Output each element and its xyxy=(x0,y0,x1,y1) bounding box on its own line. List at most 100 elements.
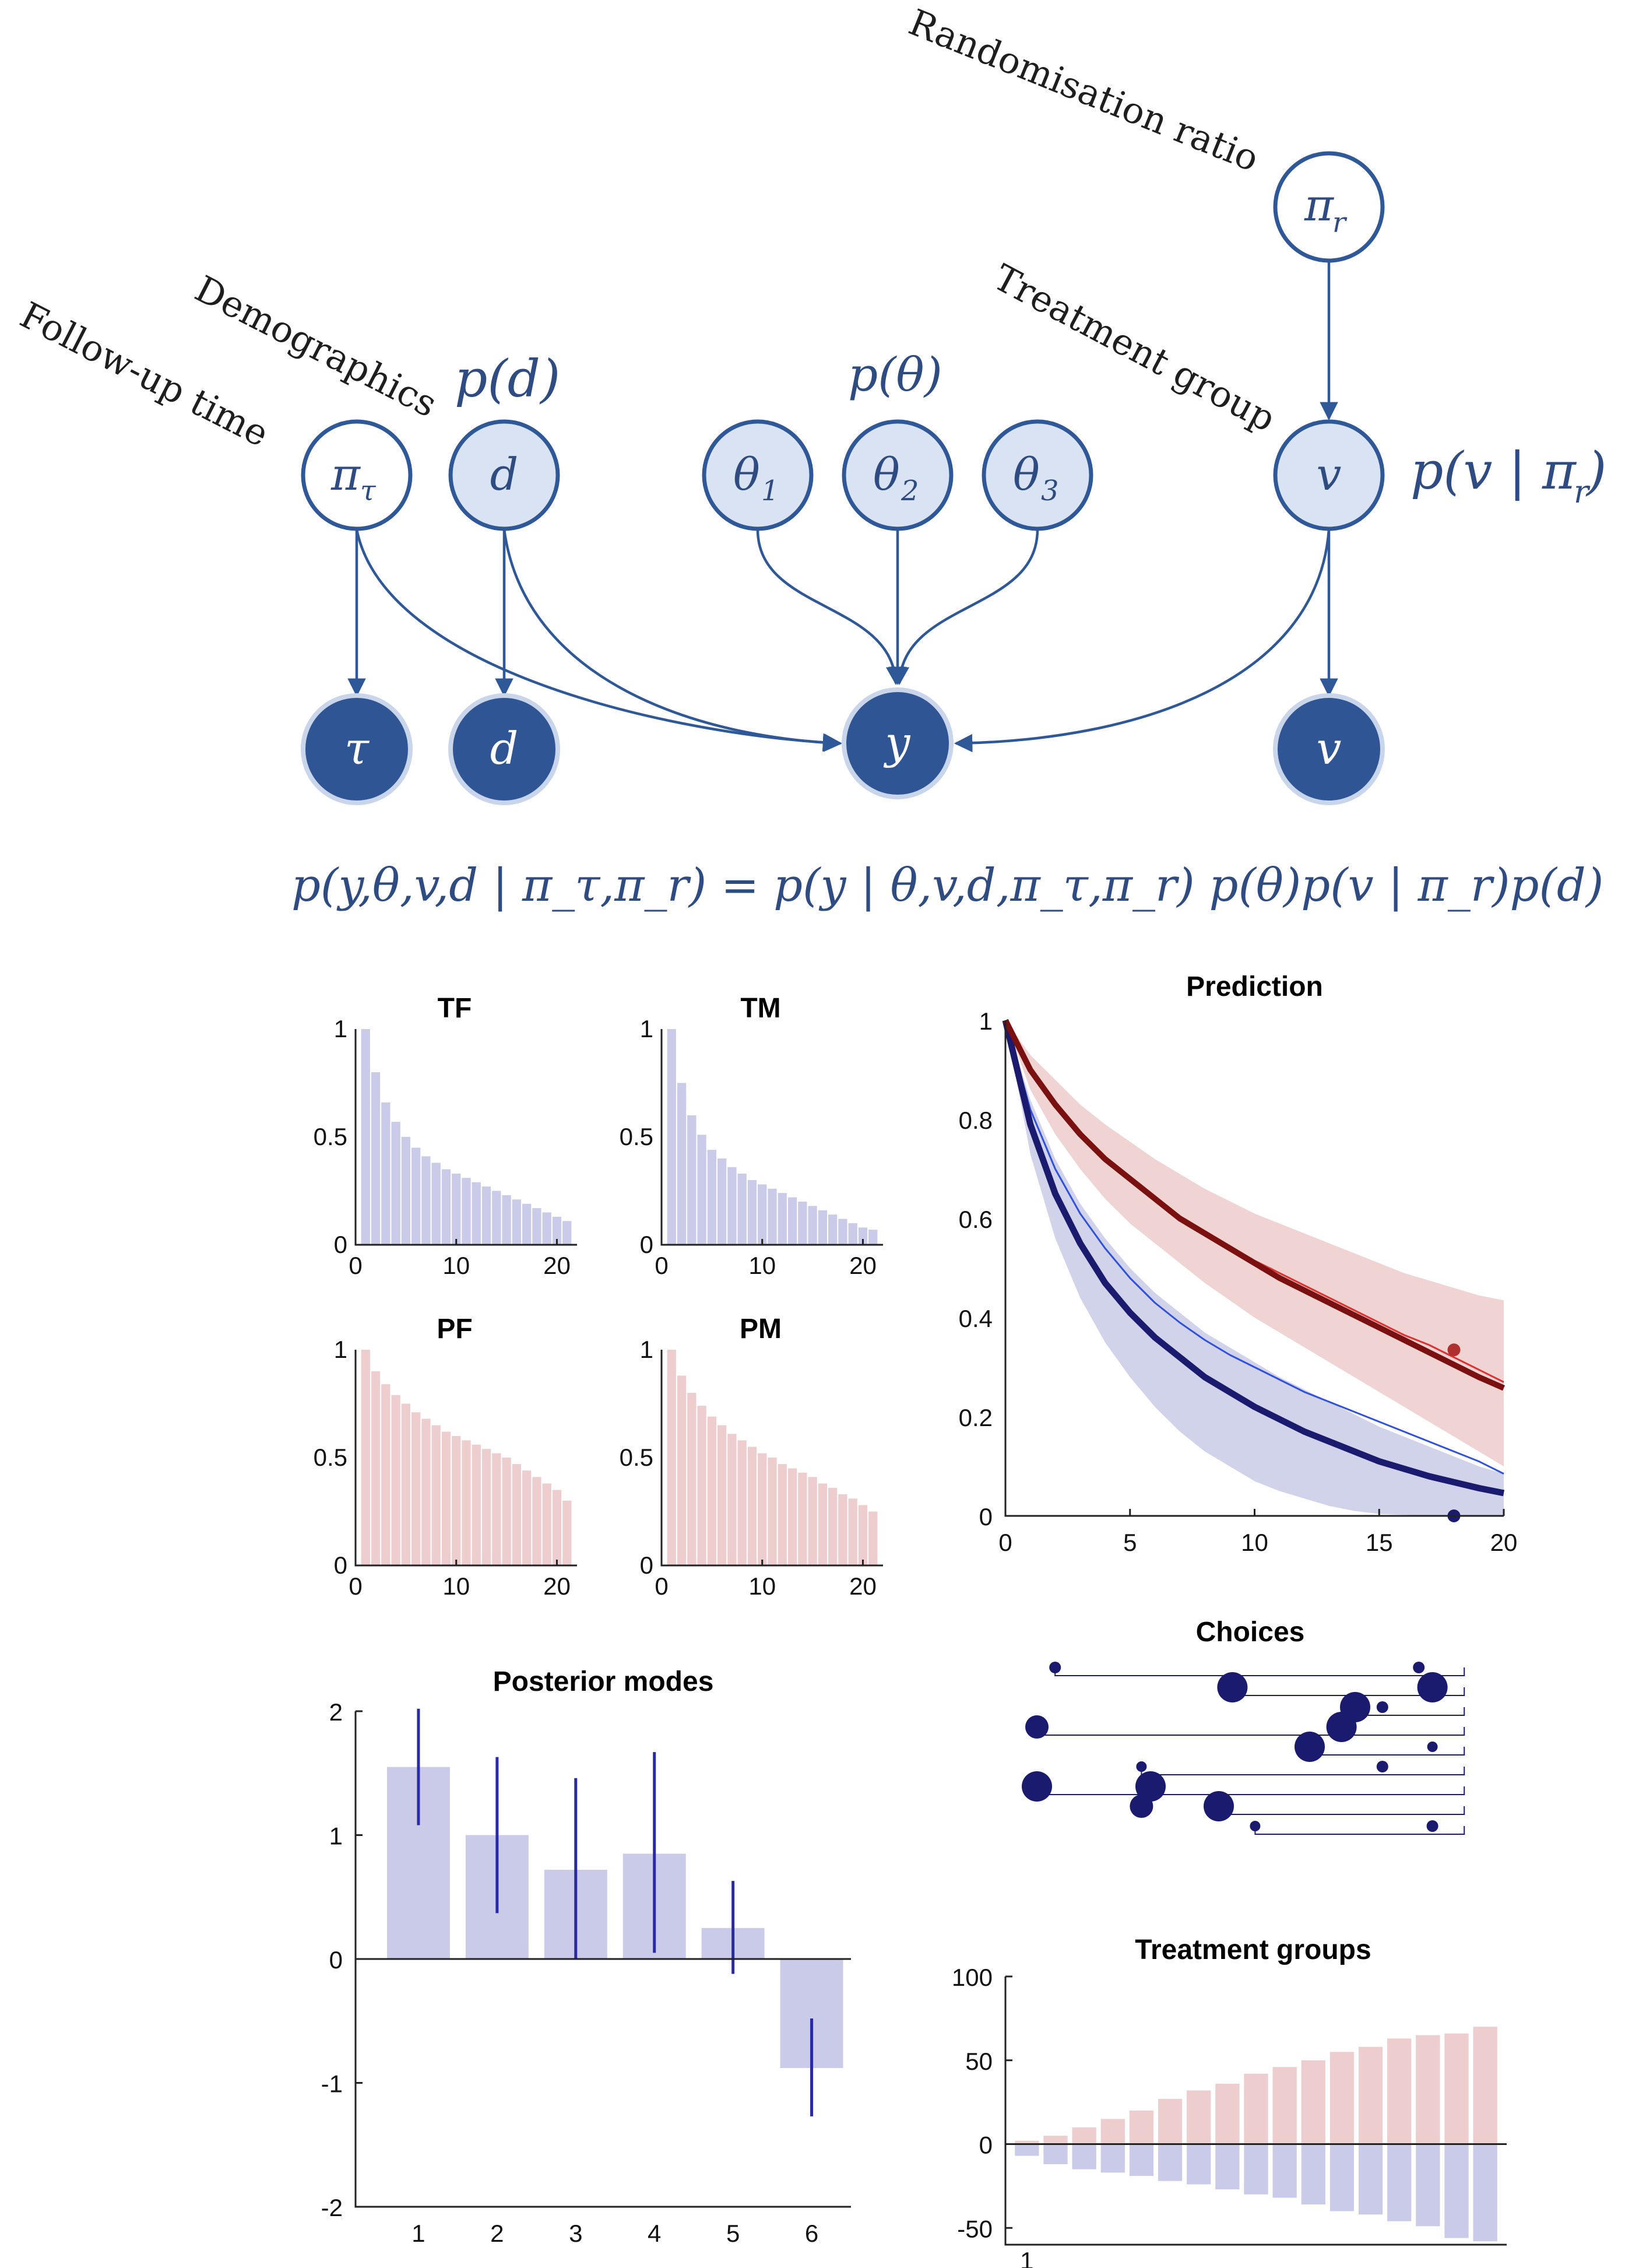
prior-p-theta: p(θ) xyxy=(848,347,942,402)
bar xyxy=(798,1472,807,1565)
negative-bar xyxy=(1473,2144,1497,2242)
choice-dot xyxy=(1136,1761,1147,1772)
x-tick-label: 0 xyxy=(655,1572,668,1600)
edge-theta1-y xyxy=(756,529,905,686)
choice-dot xyxy=(1217,1672,1248,1702)
bar xyxy=(492,1453,501,1565)
bar xyxy=(542,1483,551,1565)
bar xyxy=(532,1477,541,1565)
svg-text:d: d xyxy=(490,722,519,774)
bar xyxy=(838,1219,847,1245)
svg-text:τ: τ xyxy=(344,722,370,774)
svg-text:π: π xyxy=(1304,179,1335,231)
bar xyxy=(707,1150,716,1245)
bar xyxy=(868,1511,878,1565)
svg-text:θ: θ xyxy=(873,448,900,500)
svg-text:1: 1 xyxy=(761,475,779,507)
bar xyxy=(481,1186,491,1245)
bar xyxy=(737,1440,747,1565)
bar xyxy=(808,1477,817,1565)
positive-bar xyxy=(1416,2035,1440,2144)
chart-title: PF xyxy=(437,1314,472,1344)
y-tick-label: -1 xyxy=(321,2070,343,2098)
graphical-model: Randomisation ratio Treatment group Demo… xyxy=(13,1,1606,912)
positive-bar xyxy=(1301,2060,1325,2144)
bar xyxy=(371,1072,381,1245)
x-tick-label: 0 xyxy=(349,1572,362,1600)
negative-bar xyxy=(1129,2144,1154,2176)
y-tick-label: 1 xyxy=(334,1336,347,1363)
bar xyxy=(441,1431,451,1565)
negative-bar xyxy=(1100,2144,1125,2173)
marker xyxy=(1447,1343,1461,1357)
blue-thin-line xyxy=(1004,1020,1504,1475)
y-tick-label: 1 xyxy=(640,1336,653,1363)
choice-dot xyxy=(1022,1771,1052,1802)
x-tick-label: 6 xyxy=(805,2220,818,2247)
bar xyxy=(492,1191,501,1245)
bar xyxy=(381,1384,391,1565)
y-tick-label: 0 xyxy=(640,1231,653,1258)
choice-dot xyxy=(1130,1795,1153,1818)
bar xyxy=(512,1464,521,1565)
chart-title: TM xyxy=(740,993,780,1024)
choice-connector xyxy=(1036,1786,1465,1795)
y-tick-label: 0 xyxy=(329,1946,343,1974)
y-tick-label: 50 xyxy=(965,2048,993,2075)
choice-dot xyxy=(1204,1791,1234,1821)
bar xyxy=(522,1470,532,1565)
x-tick-label: 5 xyxy=(1123,1529,1137,1556)
treatment-group-label: Treatment group xyxy=(987,256,1282,440)
bar xyxy=(441,1169,451,1245)
bar xyxy=(798,1202,807,1245)
bar xyxy=(717,1158,727,1245)
x-tick-label: 3 xyxy=(569,2220,582,2247)
chart-posterior-modes: 1 2 3 4 5 6 -2 -1 0 1 2 Posterior modes xyxy=(321,1666,851,2247)
choice-dot xyxy=(1413,1662,1425,1673)
bar xyxy=(452,1173,461,1245)
bar xyxy=(542,1212,551,1245)
x-tick-label: 1 xyxy=(411,2220,425,2247)
positive-bar xyxy=(1329,2052,1355,2144)
bar xyxy=(421,1419,431,1565)
y-tick-label: -2 xyxy=(321,2194,343,2221)
positive-bar xyxy=(1244,2073,1268,2144)
y-tick-label: 0 xyxy=(334,1231,347,1258)
node-d: d xyxy=(448,419,560,531)
bar xyxy=(808,1206,817,1245)
chart-title: Treatment groups xyxy=(1135,1935,1371,1965)
bar xyxy=(401,1137,410,1245)
svg-text:2: 2 xyxy=(901,475,919,507)
chart-title: PM xyxy=(740,1314,782,1344)
negative-bar xyxy=(1187,2144,1211,2185)
chart-title: Posterior modes xyxy=(493,1666,714,1697)
svg-text:p(v | π: p(v | π xyxy=(1411,441,1577,501)
bar xyxy=(361,1350,370,1565)
node-theta1: θ 1 xyxy=(702,419,814,531)
choice-connector xyxy=(1036,1727,1465,1736)
negative-bar xyxy=(1043,2144,1068,2164)
choice-dot xyxy=(1427,1742,1438,1752)
bar xyxy=(522,1203,532,1245)
bar xyxy=(472,1182,481,1245)
y-tick-label: 0 xyxy=(334,1551,347,1579)
x-tick-label: 20 xyxy=(849,1572,877,1600)
y-tick-label: 0.5 xyxy=(314,1444,347,1471)
choice-connector xyxy=(1309,1747,1465,1756)
bar xyxy=(787,1197,797,1245)
x-tick-label: 0 xyxy=(349,1252,362,1279)
negative-bar xyxy=(1158,2144,1183,2181)
bar xyxy=(667,1350,676,1565)
bar xyxy=(868,1230,878,1245)
negative-bar xyxy=(1272,2144,1297,2198)
y-tick-label: 0.8 xyxy=(959,1107,993,1134)
node-pi-tau: π τ xyxy=(301,419,413,531)
bar xyxy=(787,1468,797,1565)
chart-title: Choices xyxy=(1196,1617,1305,1648)
choice-dot xyxy=(1049,1662,1061,1673)
bar xyxy=(768,1188,777,1245)
